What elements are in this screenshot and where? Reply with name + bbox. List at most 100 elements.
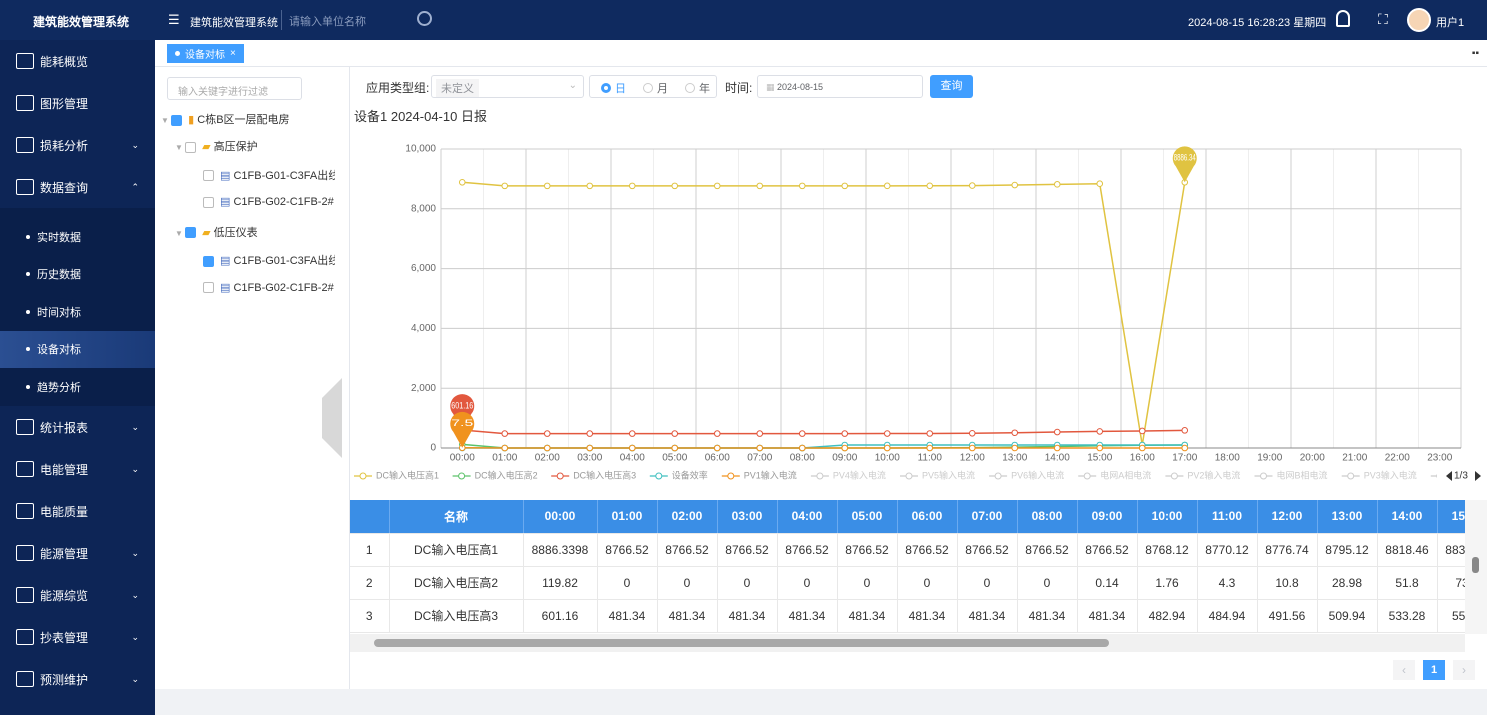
user-name[interactable]: 用户1 [1436,17,1465,29]
legend: DC输入电压高1 DC输入电压高2 DC输入电压高3 设备效率 PV1输入电流 PV4输入… [354,469,1437,480]
menu-toggle[interactable]: ☰ [168,12,180,27]
x-tick-label: 08:00 [790,453,815,464]
cell: 8766.52 [777,533,838,567]
tree-root[interactable]: ▼ ▮ C栋B区一层配电房 [161,114,290,126]
cell: 481.34 [597,599,658,633]
submenu-item[interactable]: 设备对标 [0,330,155,368]
menu-icon [16,671,34,687]
filter-input[interactable]: 输入关键字进行过滤 [167,77,302,100]
legend-label[interactable]: PV5输入电流 [922,469,975,480]
tree-group[interactable]: ▼ ▰ 高压保护 [175,141,258,153]
menu-icon [16,137,34,153]
next-page[interactable]: › [1453,660,1475,680]
x-tick-label: 04:00 [620,453,645,464]
legend-label[interactable]: DC输入电压高2 [475,469,538,480]
menu-item[interactable]: 电能管理 ⌄ [0,448,155,490]
tab[interactable]: 设备对标 × [167,44,244,63]
fullscreen-icon[interactable]: ⛶ [1378,11,1388,27]
cell: 481.34 [717,599,778,633]
header-cell: 06:00 [897,500,958,534]
x-tick-label: 11:00 [918,453,943,464]
header-cell: 01:00 [597,500,658,534]
data-point [798,430,806,437]
submenu-item[interactable]: 趋势分析 [0,368,155,406]
menu-item[interactable]: 电能质量 [0,490,155,532]
header-row: 名称 00:00 01:00 02:00 03:00 04:00 05:00 06:00 07:… [350,500,1465,534]
tree-leaf[interactable]: ▤ C1FB-G02-C1FB-2# [203,195,335,208]
menu-item[interactable]: 统计报表 ⌄ [0,406,155,448]
tab-close[interactable]: × [230,48,236,59]
data-point [756,430,764,437]
legend-label[interactable]: PV6输入电流 [1011,469,1064,480]
query-button[interactable]: 查询 [930,75,973,98]
menu-item[interactable]: 能源管理 ⌄ [0,532,155,574]
legend-label[interactable]: DC输入电压高3 [573,469,636,480]
menu-icon [16,419,34,435]
grid-icon[interactable]: ▪▪ [1471,48,1479,59]
menu-item[interactable]: 图形管理 [0,82,155,124]
h-scrollbar[interactable] [350,634,1465,652]
bullet [26,234,30,239]
legend-label[interactable]: PV1输入电流 [744,469,797,480]
menu-item[interactable]: 能源综览 ⌄ [0,574,155,616]
menu-label: 数据查询 [40,180,89,195]
max-pin [450,411,475,448]
content: 应用类型组: 未定义 ⌄ 日 月 年 时间: ▦ 2024-08-15 查询 设备1… [350,67,1487,689]
data-point [501,182,509,190]
avatar[interactable] [1407,8,1431,32]
header-cell: 名称 [389,500,524,534]
menu-item[interactable]: 预测维护 ⌄ [0,658,155,700]
cell: 8766.52 [597,533,658,567]
menu-label: 图形管理 [40,96,89,111]
menu-icon [16,179,34,195]
tree-leaf[interactable]: ▤ C1FB-G01-C3FA出线 [203,252,335,268]
menu-item[interactable]: 损耗分析 ⌄ [0,124,155,166]
data-point [586,182,594,190]
submenu-label: 设备对标 [37,344,81,357]
sidebar: 能耗概览图形管理损耗分析 ⌄ 数据查询 ⌃ 实时数据 历史数据 时间对标设备对标趋势分析 统计… [0,40,155,715]
type-select[interactable]: 未定义 ⌄ [431,75,584,98]
legend-label[interactable]: PV3输入电流 [1364,469,1417,480]
search-input[interactable]: 请输入单位名称 [289,16,366,28]
data-point [968,430,976,437]
legend-label[interactable]: 设备效率 [672,469,708,480]
data-point [841,444,849,452]
collapse-handle[interactable] [322,378,342,458]
cell: 0 [897,566,958,600]
data-table: 名称 00:00 01:00 02:00 03:00 04:00 05:00 06:00 07:… [350,500,1465,633]
submenu-item[interactable]: 历史数据 [0,255,155,293]
legend-label[interactable]: 电网B相电流 [1277,469,1328,480]
menu-item[interactable]: 抄表管理 ⌄ [0,616,155,658]
menu-arrow: ⌄ [131,139,139,150]
date-input[interactable]: ▦ 2024-08-15 [757,75,923,98]
page-current[interactable]: 1 [1423,660,1445,680]
max-pin [1172,146,1197,183]
tree-leaf[interactable]: ▤ C1FB-G01-C3FA出线 [203,167,335,183]
submenu-item[interactable]: 实时数据 [0,218,155,256]
menu-item[interactable]: 数据查询 ⌃ [0,166,155,208]
submenu-item[interactable]: 时间对标 [0,293,155,331]
tree-group[interactable]: ▼ ▰ 低压仪表 [175,226,258,239]
legend-label[interactable]: DC输入电压高1 [376,469,439,480]
search-icon[interactable] [417,11,432,26]
tree-leaf[interactable]: ▤ C1FB-G02-C1FB-2# [203,281,335,294]
x-tick-label: 16:00 [1130,453,1155,464]
legend-label[interactable]: PV4输入电流 [833,469,886,480]
period-radio[interactable]: 年 [685,80,710,96]
legend-label[interactable]: 电网A相电流 [1100,469,1151,480]
data-point [1053,181,1061,188]
tree-panel: 输入关键字进行过滤 ▼ ▮ C栋B区一层配电房 ▼ ▰ 高压保护 ▤ C1FB-G0… [155,67,350,689]
v-scrollbar[interactable] [1465,500,1487,634]
radio-dot [601,83,611,93]
data-point [1053,444,1061,452]
legend-label[interactable]: PV2输入电流 [1187,469,1240,480]
table-row: 2 DC输入电压高2 119.82 0 0 0 0 0 0 0 0 0.14 1.76 4.3 10.8 28… [350,566,1465,600]
period-radio[interactable]: 月 [643,80,668,96]
menu-item[interactable]: 能耗概览 [0,40,155,82]
prev-page[interactable]: ‹ [1393,660,1415,680]
bell-icon[interactable] [1336,10,1350,27]
period-radio[interactable]: 日 [601,80,626,96]
header-cell: 12:00 [1257,500,1318,534]
row-name: DC输入电压高2 [389,566,524,600]
legend-swatch-dot [1436,473,1437,479]
